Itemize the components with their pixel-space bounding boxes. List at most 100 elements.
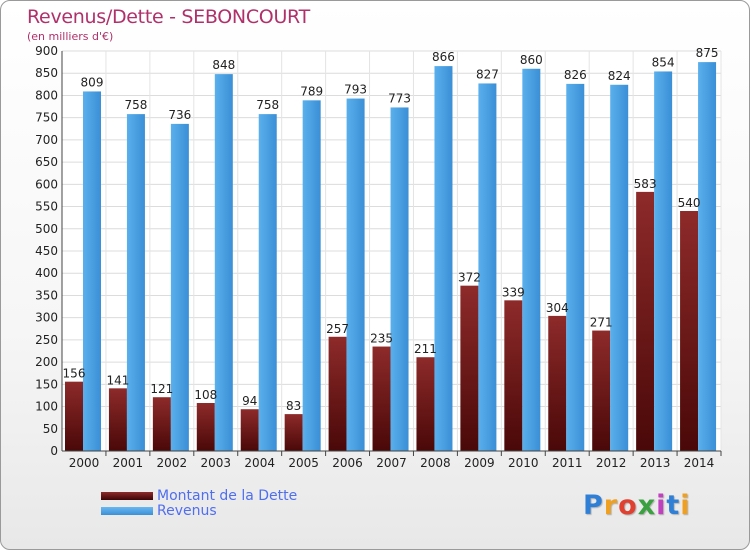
data-label-revenus: 854 [652,55,675,69]
bar-dette [196,403,215,451]
bar-dette [240,409,259,451]
y-tick-label: 100 [35,400,58,414]
data-label-revenus: 736 [168,108,191,122]
data-label-revenus: 827 [476,67,499,81]
y-tick-label: 300 [35,311,58,325]
bar-revenus [434,66,453,451]
bar-dette [636,191,655,451]
logo-letter: x [637,490,657,521]
y-tick-label: 550 [35,200,58,214]
bar-dette [592,330,611,451]
x-tick-label: 2012 [596,456,627,470]
bar-revenus [478,83,497,451]
data-label-revenus: 824 [608,69,631,83]
bar-dette [504,300,523,451]
x-tick-label: 2010 [508,456,539,470]
y-tick-label: 850 [35,66,58,80]
data-label-revenus: 860 [520,53,543,67]
data-label-dette: 141 [106,373,129,387]
y-tick-label: 450 [35,244,58,258]
data-label-revenus: 809 [81,75,104,89]
bar-dette [372,346,391,451]
x-tick-label: 2007 [376,456,407,470]
data-label-dette: 271 [590,316,613,330]
data-label-dette: 121 [150,382,173,396]
logo-letter: r [603,490,619,521]
legend-label-dette: Montant de la Dette [157,487,298,504]
data-label-revenus: 866 [432,50,455,64]
x-tick-label: 2000 [69,456,100,470]
bar-revenus [302,100,321,451]
x-tick-label: 2005 [288,456,319,470]
chart-legend: Montant de la Dette Revenus [101,487,298,519]
x-tick-label: 2011 [552,456,583,470]
data-label-dette: 156 [63,367,86,381]
y-tick-label: 600 [35,177,58,191]
y-tick-label: 50 [43,422,58,436]
y-tick-label: 0 [50,444,58,458]
data-label-revenus: 789 [300,84,323,98]
x-tick-label: 2001 [113,456,144,470]
data-label-dette: 339 [502,285,525,299]
data-label-dette: 108 [194,388,217,402]
bar-revenus [126,114,145,451]
data-label-dette: 83 [286,399,301,413]
logo-letter: o [618,490,638,521]
x-tick-label: 2006 [332,456,363,470]
y-tick-label: 500 [35,222,58,236]
data-label-revenus: 826 [564,68,587,82]
data-label-revenus: 773 [388,91,411,105]
bar-revenus [346,98,365,452]
bar-revenus [214,74,233,451]
bar-revenus [566,83,585,451]
logo-letter: i [680,490,691,521]
bar-revenus [654,71,673,451]
x-tick-label: 2013 [640,456,671,470]
x-tick-label: 2008 [420,456,451,470]
y-tick-label: 200 [35,355,58,369]
x-tick-label: 2003 [200,456,231,470]
bar-dette [416,357,435,451]
legend-label-revenus: Revenus [157,502,217,519]
x-tick-label: 2014 [684,456,715,470]
data-label-revenus: 793 [344,83,367,97]
proxiti-logo: Proxiti [583,490,691,521]
y-tick-label: 750 [35,111,58,125]
chart-title: Revenus/Dette - SEBONCOURT [27,6,310,28]
y-tick-label: 800 [35,88,58,102]
y-tick-label: 250 [35,333,58,347]
bar-dette [460,285,479,451]
x-tick-label: 2002 [157,456,188,470]
logo-letter: i [656,490,667,521]
data-label-dette: 372 [458,271,481,285]
y-tick-label: 400 [35,266,58,280]
logo-letter: P [583,490,604,521]
x-tick-label: 2004 [244,456,275,470]
bar-revenus [390,107,409,451]
y-tick-label: 150 [35,377,58,391]
data-label-dette: 211 [414,342,437,356]
legend-swatch-dette [101,491,153,500]
legend-swatch-revenus [101,506,153,515]
bar-revenus [258,114,277,451]
bar-dette [284,414,303,451]
data-label-dette: 94 [242,394,257,408]
data-label-dette: 257 [326,322,349,336]
bar-revenus [83,91,101,451]
logo-letter: t [666,490,681,521]
data-label-dette: 304 [546,301,569,315]
data-label-dette: 235 [370,332,393,346]
bar-revenus [610,84,629,452]
bar-dette [108,388,127,451]
bar-revenus [522,68,541,452]
y-tick-label: 350 [35,288,58,302]
y-tick-label: 650 [35,155,58,169]
bar-dette [548,315,567,451]
data-label-revenus: 875 [696,46,719,60]
bar-dette [680,211,699,451]
data-label-dette: 540 [678,196,701,210]
chart-subtitle: (en milliers d'€) [27,30,114,43]
bar-revenus [698,62,717,451]
